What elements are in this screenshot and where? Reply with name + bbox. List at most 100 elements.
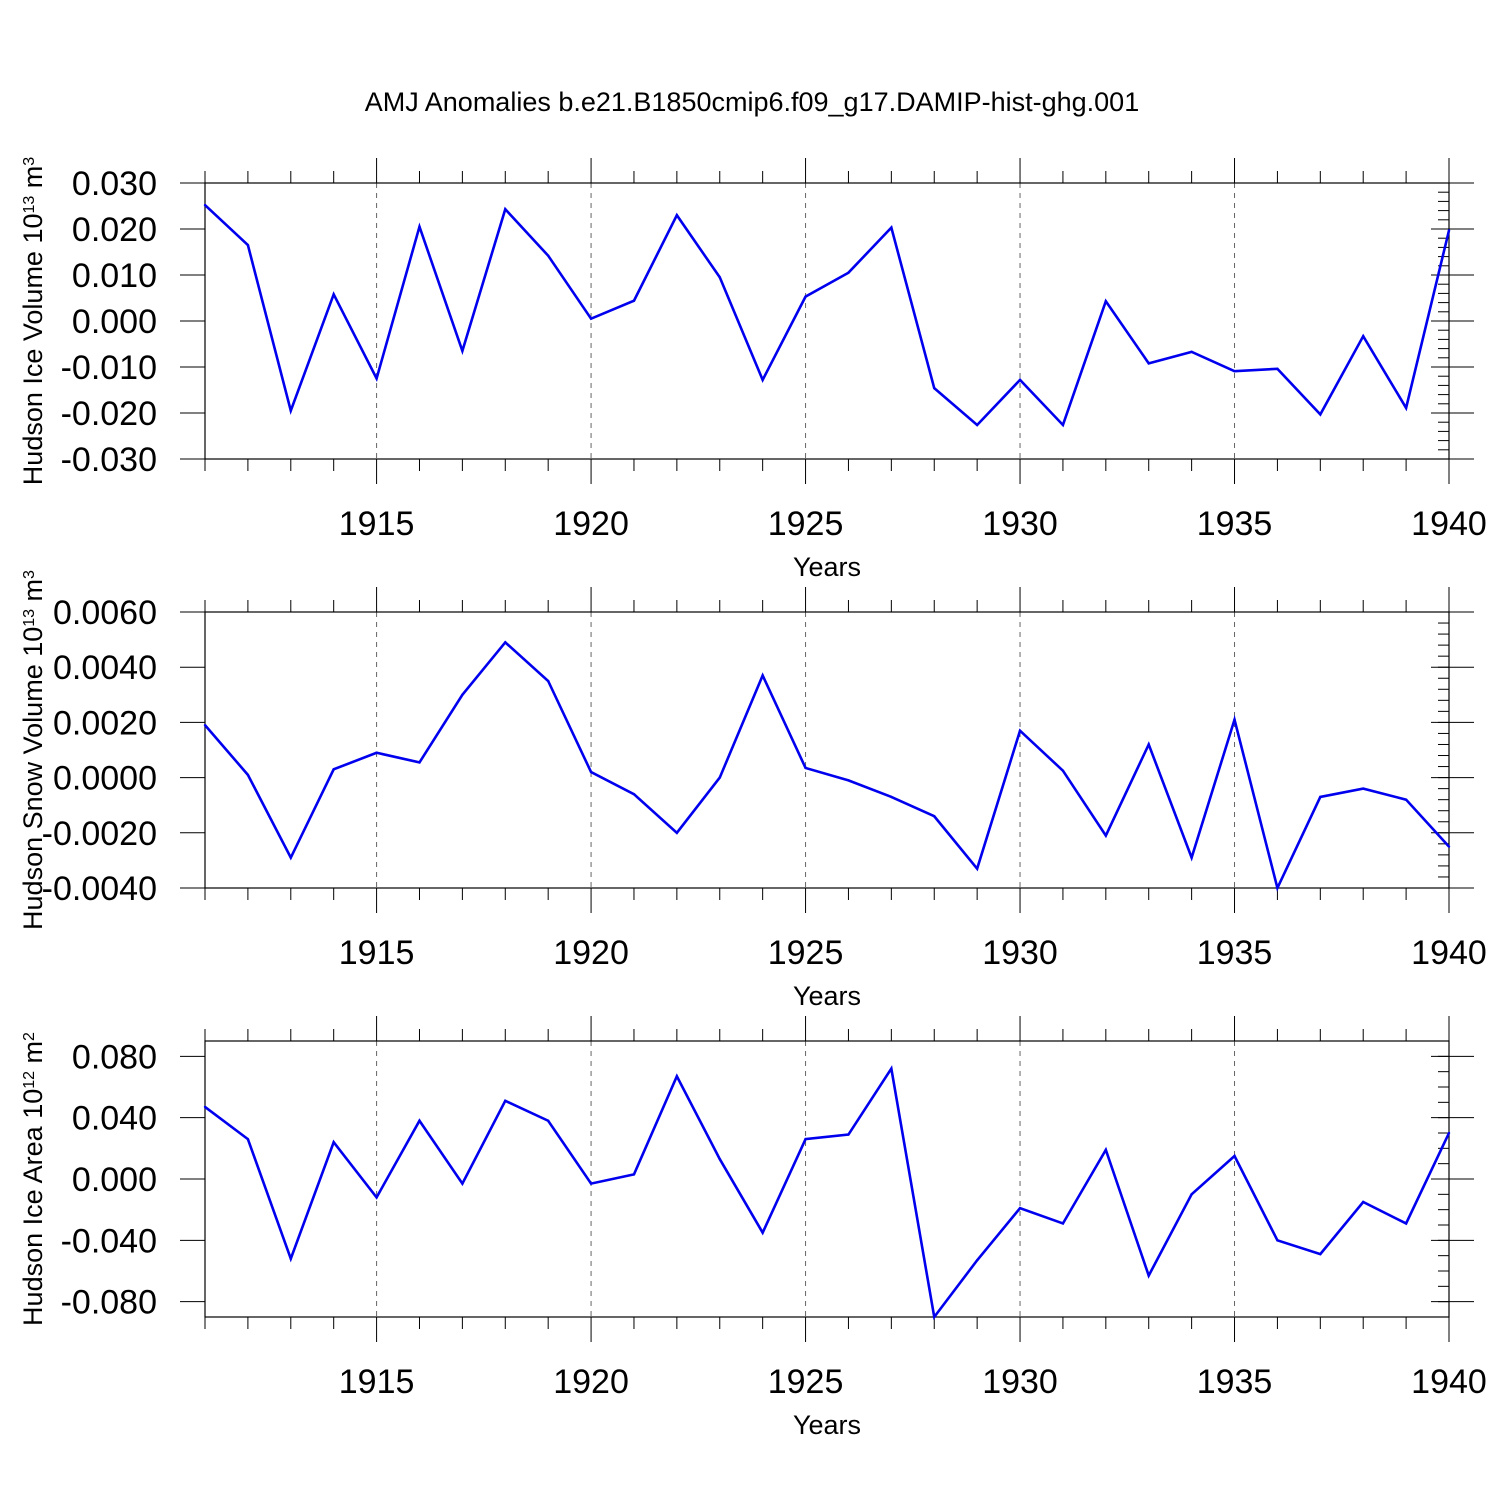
data-point (1190, 350, 1193, 354)
data-point (1061, 423, 1065, 427)
y-tick-label: 0.040 (72, 1100, 157, 1138)
data-point (246, 773, 250, 777)
chart-panel-2: -0.0040 -0.0020 0.0000 0.0020 0.0040 0.0060 19… (18, 570, 1487, 1011)
data-point (418, 1119, 421, 1122)
x-tick-label: 1915 (339, 1363, 415, 1401)
data-point (1104, 1148, 1108, 1152)
data-point (1319, 413, 1322, 416)
data-point (975, 1259, 979, 1262)
y-axis-unit-exponent: 13 (21, 196, 38, 214)
y-axis-unit-symbol-exponent: 3 (21, 570, 38, 579)
data-point (1362, 334, 1365, 338)
data-point (589, 1182, 593, 1185)
data-point (1276, 1239, 1279, 1242)
data-point (375, 377, 378, 380)
data-point (1104, 300, 1108, 303)
y-axis-unit-symbol: m (18, 166, 48, 196)
data-point (761, 378, 764, 382)
data-point (546, 1119, 550, 1122)
data-point (1404, 798, 1408, 801)
data-point (332, 768, 335, 771)
data-point (1190, 1193, 1193, 1196)
x-tick-label: 1930 (982, 1363, 1058, 1401)
data-point (890, 1067, 893, 1070)
x-axis-title: Years (793, 552, 861, 582)
data-point (203, 1105, 207, 1109)
data-point (504, 208, 507, 211)
data-point (675, 214, 679, 217)
data-point (632, 792, 636, 796)
data-point (1147, 362, 1150, 365)
y-tick-label: 0.080 (72, 1038, 157, 1076)
y-axis-unit-exponent: 12 (21, 1071, 38, 1089)
y-tick-label: -0.0040 (42, 870, 157, 908)
y-axis-unit-symbol: m (18, 579, 48, 609)
data-point (761, 1231, 764, 1234)
y-tick-label: -0.0020 (42, 815, 157, 853)
x-tick-label: 1930 (982, 505, 1058, 543)
data-point (418, 761, 421, 764)
data-point (1061, 769, 1065, 772)
data-point (975, 867, 979, 870)
data-point (1018, 729, 1022, 732)
data-point (933, 815, 936, 818)
y-axis-label: Hudson Ice Volume 10 (18, 214, 48, 486)
y-tick-label: -0.020 (61, 395, 157, 433)
y-tick-label: 0.000 (72, 303, 157, 341)
data-point (1190, 856, 1193, 859)
x-tick-label: 1940 (1411, 934, 1487, 972)
data-point (1362, 787, 1365, 790)
y-tick-label: -0.010 (61, 349, 157, 387)
data-point (1404, 406, 1408, 410)
x-tick-label: 1925 (768, 1363, 844, 1401)
data-point (718, 1157, 721, 1161)
data-point (1061, 1222, 1065, 1225)
data-point (718, 276, 721, 279)
data-point (289, 856, 292, 859)
data-point (375, 751, 378, 754)
data-point (246, 243, 250, 247)
data-point (332, 1141, 335, 1144)
main-title: AMJ Anomalies b.e21.B1850cmip6.f09_g17.D… (365, 87, 1139, 117)
x-tick-label: 1935 (1197, 505, 1273, 543)
data-point (761, 674, 764, 677)
data-point (504, 1099, 507, 1103)
data-point (847, 779, 850, 782)
y-axis-title: Hudson Ice Volume 1013 m3 (18, 157, 48, 485)
data-point (289, 1257, 292, 1260)
data-point (804, 295, 807, 298)
data-point (1233, 369, 1236, 373)
data-series-line (204, 204, 1451, 428)
x-tick-label: 1920 (553, 505, 629, 543)
y-axis-title: Hudson Snow Volume 1013 m3 (18, 570, 48, 930)
data-point (675, 831, 679, 834)
chart-panel-1: -0.030 -0.020 -0.010 0.000 0.010 0.020 0.030 19… (18, 157, 1487, 582)
y-axis-unit-exponent: 13 (21, 609, 38, 627)
data-point (632, 1173, 636, 1176)
data-point (804, 766, 807, 770)
x-tick-label: 1915 (339, 505, 415, 543)
x-tick-label: 1920 (553, 934, 629, 972)
y-axis-unit-symbol-exponent: 2 (21, 1032, 38, 1041)
data-point (1233, 718, 1236, 721)
y-tick-label: -0.080 (61, 1284, 157, 1322)
data-point (804, 1137, 807, 1141)
data-point (1104, 834, 1108, 837)
y-tick-label: -0.030 (61, 441, 157, 479)
data-point (1319, 1252, 1322, 1256)
y-tick-label: 0.030 (72, 165, 157, 203)
y-tick-label: 0.020 (72, 211, 157, 249)
data-point (461, 1182, 464, 1185)
data-point (461, 349, 464, 353)
data-point (847, 271, 850, 274)
x-tick-label: 1925 (768, 934, 844, 972)
data-point (933, 386, 936, 390)
plot-frame (204, 1040, 1450, 1318)
data-point (203, 203, 207, 207)
data-series-line (204, 640, 1450, 892)
axes (180, 1016, 1474, 1342)
plot-frame (204, 611, 1450, 889)
y-tick-label: 0.0060 (53, 594, 157, 632)
x-tick-label: 1925 (768, 505, 844, 543)
data-point (418, 225, 421, 228)
